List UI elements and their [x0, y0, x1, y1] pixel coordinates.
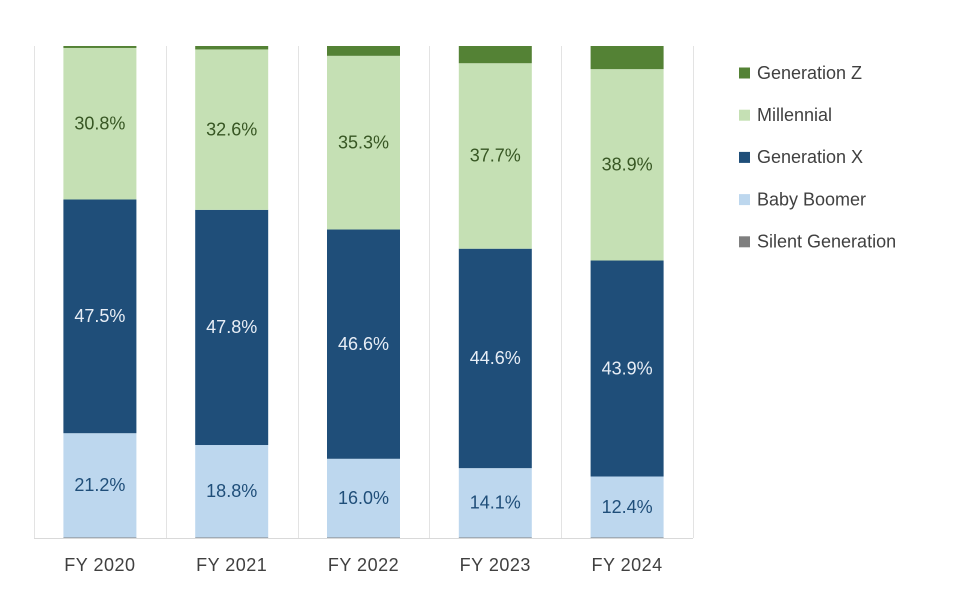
data-label-generation-x-fy-2021: 47.8%	[206, 317, 257, 337]
legend-label-millennial: Millennial	[757, 105, 832, 125]
legend-swatch-baby-boomer	[739, 194, 750, 205]
legend: Generation Z Millennial Generation X Baby B…	[739, 63, 896, 252]
data-label-generation-x-fy-2023: 44.6%	[470, 348, 521, 368]
data-label-millennial-fy-2021: 32.6%	[206, 119, 257, 139]
legend-swatch-generation-x	[739, 152, 750, 163]
x-tick-label: FY 2022	[328, 555, 399, 575]
bars-layer	[63, 46, 663, 538]
bar-segment-generation-z-fy-2024	[591, 46, 664, 69]
data-label-baby-boomer-fy-2023: 14.1%	[470, 493, 521, 513]
x-axis: FY 2020 FY 2021 FY 2022 FY 2023 FY 2024	[64, 555, 662, 575]
bar-segment-generation-z-fy-2020	[63, 46, 136, 48]
legend-swatch-generation-z	[739, 68, 750, 79]
legend-label-generation-x: Generation X	[757, 147, 863, 167]
data-label-generation-x-fy-2020: 47.5%	[74, 306, 125, 326]
data-label-millennial-fy-2024: 38.9%	[602, 155, 653, 175]
data-label-generation-x-fy-2024: 43.9%	[602, 358, 653, 378]
data-label-generation-x-fy-2022: 46.6%	[338, 334, 389, 354]
legend-swatch-silent-generation	[739, 236, 750, 247]
bar-segment-generation-z-fy-2021	[195, 46, 268, 49]
legend-label-baby-boomer: Baby Boomer	[757, 189, 866, 209]
data-label-baby-boomer-fy-2022: 16.0%	[338, 488, 389, 508]
data-label-millennial-fy-2020: 30.8%	[74, 113, 125, 133]
data-label-millennial-fy-2023: 37.7%	[470, 146, 521, 166]
x-tick-label: FY 2020	[64, 555, 135, 575]
bar-segment-generation-z-fy-2022	[327, 46, 400, 56]
legend-label-silent-generation: Silent Generation	[757, 232, 896, 252]
data-label-baby-boomer-fy-2020: 21.2%	[74, 475, 125, 495]
data-label-millennial-fy-2022: 35.3%	[338, 132, 389, 152]
bar-segment-generation-z-fy-2023	[459, 46, 532, 63]
legend-label-generation-z: Generation Z	[757, 63, 862, 83]
x-tick-label: FY 2024	[591, 555, 662, 575]
legend-swatch-millennial	[739, 110, 750, 121]
data-label-baby-boomer-fy-2024: 12.4%	[602, 497, 653, 517]
x-tick-label: FY 2023	[460, 555, 531, 575]
data-label-baby-boomer-fy-2021: 18.8%	[206, 481, 257, 501]
x-tick-label: FY 2021	[196, 555, 267, 575]
